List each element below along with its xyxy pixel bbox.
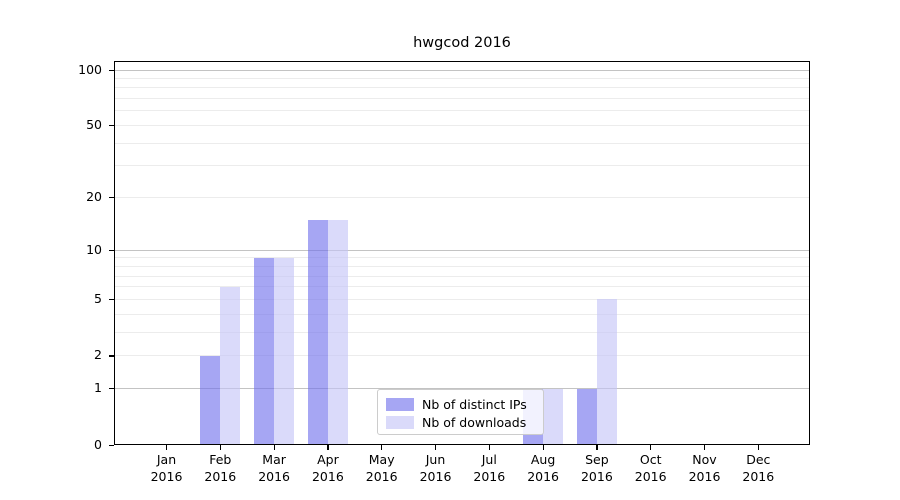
gridline-minor (114, 98, 810, 100)
gridline-minor (114, 165, 810, 167)
y-tick-label: 10 (86, 241, 102, 257)
y-tick-label: 5 (94, 290, 102, 306)
gridline-minor (114, 77, 810, 79)
x-tick-mark (650, 445, 652, 450)
x-tick-mark (273, 445, 275, 450)
x-tick-mark (757, 445, 760, 450)
y-tick-label: 0 (94, 436, 102, 452)
legend-swatch-distinct-ips (386, 397, 414, 411)
gridline-minor (114, 286, 810, 288)
x-tick-mark (488, 445, 491, 450)
y-tick-label: 1 (94, 380, 102, 396)
x-tick-label-feb: Feb 2016 (204, 452, 237, 484)
x-tick-mark (381, 445, 383, 450)
x-tick-label-jul: Jul 2016 (473, 452, 506, 484)
gridline-major (114, 388, 810, 390)
y-tick-mark (109, 444, 114, 446)
bar-distinct-ips-mar (254, 257, 275, 445)
y-tick-mark (109, 69, 114, 71)
x-tick-label-dec: Dec 2016 (742, 452, 775, 484)
x-tick-mark (166, 445, 168, 450)
x-tick-mark (327, 445, 329, 450)
y-tick-mark (109, 125, 114, 127)
x-tick-label-apr: Apr 2016 (311, 452, 344, 484)
gridline-minor (114, 355, 810, 357)
gridline-minor (114, 265, 810, 267)
gridline-minor (114, 142, 810, 144)
y-tick-mark (109, 298, 114, 301)
bar-distinct-ips-feb (200, 355, 221, 445)
x-tick-label-oct: Oct 2016 (634, 452, 667, 484)
legend-swatch-downloads (386, 415, 414, 429)
gridline-minor (114, 125, 810, 127)
bar-downloads-sep (596, 299, 617, 445)
legend-label: Nb of downloads (422, 414, 527, 430)
x-tick-label-nov: Nov 2016 (688, 452, 721, 484)
bar-downloads-feb (220, 286, 241, 445)
gridline-minor (114, 257, 810, 259)
x-tick-label-aug: Aug 2016 (527, 452, 559, 484)
bar-downloads-mar (274, 257, 295, 445)
bar-distinct-ips-apr (307, 219, 328, 445)
gridline-minor (114, 197, 810, 199)
x-tick-label-may: May 2016 (365, 452, 398, 484)
gridline-major (114, 249, 810, 251)
y-tick-mark (109, 388, 114, 390)
gridline-major (114, 69, 810, 71)
bar-distinct-ips-sep (576, 388, 597, 445)
plot-area (114, 61, 810, 445)
bar-downloads-apr (327, 219, 348, 445)
y-tick-label: 50 (86, 117, 102, 133)
x-tick-mark (435, 445, 437, 450)
y-tick-label: 100 (78, 61, 102, 77)
legend-label: Nb of distinct IPs (422, 396, 527, 412)
x-tick-mark (596, 445, 598, 450)
x-tick-label-sep: Sep 2016 (580, 452, 613, 484)
x-tick-mark (542, 445, 544, 450)
x-tick-label-jun: Jun 2016 (419, 452, 452, 484)
legend-entry-distinct-ips: Nb of distinct IPs (386, 395, 543, 413)
legend-entry-downloads: Nb of downloads (386, 413, 543, 431)
gridline-minor (114, 275, 810, 277)
gridline-minor (114, 110, 810, 112)
y-tick-mark (109, 197, 114, 199)
x-tick-label-mar: Mar 2016 (258, 452, 290, 484)
gridline-minor (114, 331, 810, 333)
chart-title: hwgcod 2016 (413, 35, 511, 51)
gridline-minor (114, 313, 810, 315)
y-tick-mark (109, 355, 114, 357)
y-tick-label: 2 (94, 347, 102, 363)
x-tick-label-jan: Jan 2016 (150, 452, 183, 484)
bar-downloads-aug (543, 388, 564, 445)
y-tick-label: 20 (86, 189, 102, 205)
x-tick-mark (219, 445, 222, 450)
x-tick-mark (704, 445, 706, 450)
gridline-minor (114, 298, 810, 300)
gridline-minor (114, 87, 810, 89)
legend: Nb of distinct IPs Nb of downloads (377, 389, 544, 435)
y-tick-mark (109, 249, 114, 251)
